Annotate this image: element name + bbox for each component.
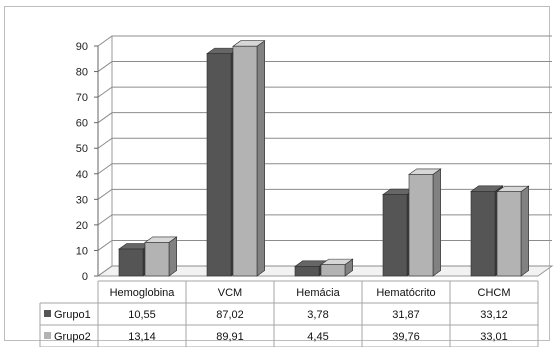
legend-swatch bbox=[44, 310, 51, 317]
data-label: 31,87 bbox=[392, 309, 420, 321]
bar-grupo1-1 bbox=[207, 54, 231, 276]
gridline bbox=[98, 62, 552, 72]
y-tick-label: 60 bbox=[76, 118, 88, 130]
y-tick-label: 50 bbox=[76, 143, 88, 155]
y-tick-label: 30 bbox=[76, 194, 88, 206]
y-tick-label: 20 bbox=[76, 220, 88, 232]
bar-grupo1-0 bbox=[119, 249, 143, 276]
y-tick-label: 10 bbox=[76, 245, 88, 257]
y-tick-label: 80 bbox=[76, 67, 88, 79]
y-tick-label: 90 bbox=[76, 41, 88, 53]
y-tick-label: 70 bbox=[76, 92, 88, 104]
y-tick-label: 40 bbox=[76, 169, 88, 181]
data-label: 10,55 bbox=[128, 309, 156, 321]
bar-grupo1-4 bbox=[471, 191, 495, 276]
x-tick-label: Hemácia bbox=[296, 287, 340, 299]
bar-grupo1-3 bbox=[383, 195, 407, 276]
legend-swatch bbox=[44, 332, 51, 339]
bar-grupo2-4 bbox=[497, 192, 521, 276]
data-label: 33,01 bbox=[480, 331, 508, 343]
bar-grupo2-2 bbox=[321, 265, 345, 276]
bar-side bbox=[521, 186, 529, 276]
legend-entry: Grupo1 bbox=[54, 309, 91, 321]
x-tick-label: VCM bbox=[218, 287, 242, 299]
gridline bbox=[98, 113, 552, 123]
gridline bbox=[98, 87, 552, 97]
legend-entry: Grupo2 bbox=[54, 331, 91, 343]
bar-side bbox=[169, 237, 177, 276]
x-tick-label: CHCM bbox=[478, 287, 511, 299]
bar-grupo2-0 bbox=[145, 242, 169, 276]
gridline bbox=[98, 36, 552, 46]
data-label: 3,78 bbox=[307, 309, 328, 321]
data-label: 13,14 bbox=[128, 331, 156, 343]
x-tick-label: Hematócrito bbox=[376, 287, 435, 299]
data-label: 4,45 bbox=[307, 331, 328, 343]
bar-grupo2-1 bbox=[233, 46, 257, 276]
bar-side bbox=[257, 41, 265, 276]
data-label: 87,02 bbox=[216, 309, 244, 321]
data-label: 33,12 bbox=[480, 309, 508, 321]
data-label: 39,76 bbox=[392, 331, 420, 343]
data-label: 89,91 bbox=[216, 331, 244, 343]
bar-grupo1-2 bbox=[295, 266, 319, 276]
x-tick-label: Hemoglobina bbox=[110, 287, 176, 299]
gridline bbox=[98, 164, 552, 174]
bar-grupo2-3 bbox=[409, 174, 433, 276]
y-tick-label: 0 bbox=[82, 271, 88, 283]
bar-side bbox=[433, 169, 441, 276]
gridline bbox=[98, 138, 552, 148]
